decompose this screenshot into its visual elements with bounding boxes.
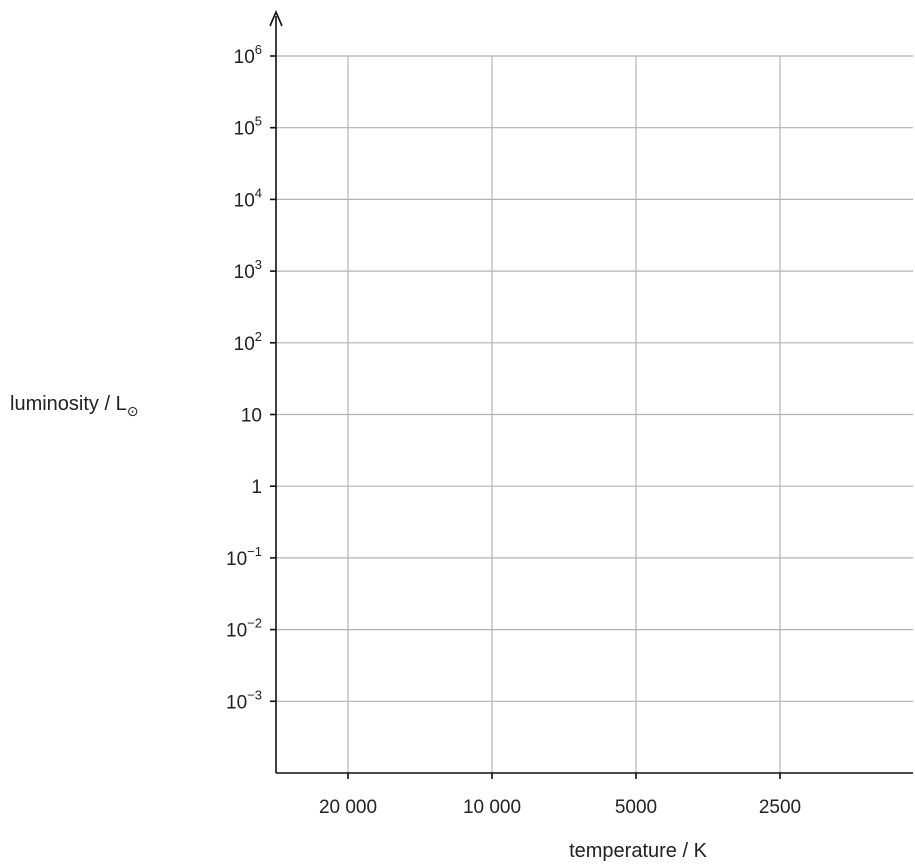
y-tick-label-exponent: 4 — [255, 185, 262, 200]
y-tick-label: 103 — [234, 257, 262, 283]
x-axis-label: temperature / K — [569, 840, 708, 862]
y-tick-label-base: 10 — [226, 692, 247, 713]
y-tick-label-exponent: 5 — [255, 114, 262, 129]
y-tick-label-exponent: 3 — [255, 257, 262, 272]
y-tick-label: 10−3 — [226, 687, 262, 713]
y-tick-label-exponent: 2 — [255, 329, 262, 344]
y-tick-label-base: 1 — [251, 477, 262, 498]
grid-lines — [276, 55, 913, 773]
y-tick-label-base: 10 — [234, 47, 255, 68]
x-tick-label: 10 000 — [463, 797, 521, 818]
y-tick-label-base: 10 — [226, 621, 247, 642]
y-tick-label: 106 — [234, 42, 262, 68]
y-tick-label-exponent: −3 — [247, 687, 262, 702]
y-tick-label-exponent: 6 — [255, 42, 262, 57]
y-axis-label-subscript: ⊙ — [127, 403, 139, 419]
y-axis-arrow-icon — [269, 9, 283, 27]
y-tick-label: 10−2 — [226, 616, 262, 642]
y-tick-label: 105 — [234, 114, 262, 140]
y-tick-label-exponent: −2 — [247, 616, 262, 631]
y-axis-label: luminosity / L⊙ — [10, 393, 138, 419]
y-tick-label-base: 10 — [241, 406, 262, 427]
y-tick-label: 10 — [241, 406, 262, 427]
x-tick-label: 5000 — [615, 797, 657, 818]
y-tick-label: 102 — [234, 329, 262, 355]
y-tick-label-exponent: −1 — [247, 544, 262, 559]
axes — [269, 9, 913, 774]
x-tick-label: 20 000 — [319, 797, 377, 818]
y-tick-label-base: 10 — [234, 190, 255, 211]
y-tick-label-base: 10 — [226, 549, 247, 570]
y-tick-label: 104 — [234, 185, 262, 211]
x-tick-label: 2500 — [759, 797, 801, 818]
y-tick-label: 1 — [251, 477, 262, 498]
y-tick-label-base: 10 — [234, 334, 255, 355]
y-tick-label-base: 10 — [234, 119, 255, 140]
y-tick-label-base: 10 — [234, 262, 255, 283]
y-tick-label: 10−1 — [226, 544, 262, 570]
x-tick-labels: 20 000 10 000 5000 2500 — [319, 773, 801, 818]
